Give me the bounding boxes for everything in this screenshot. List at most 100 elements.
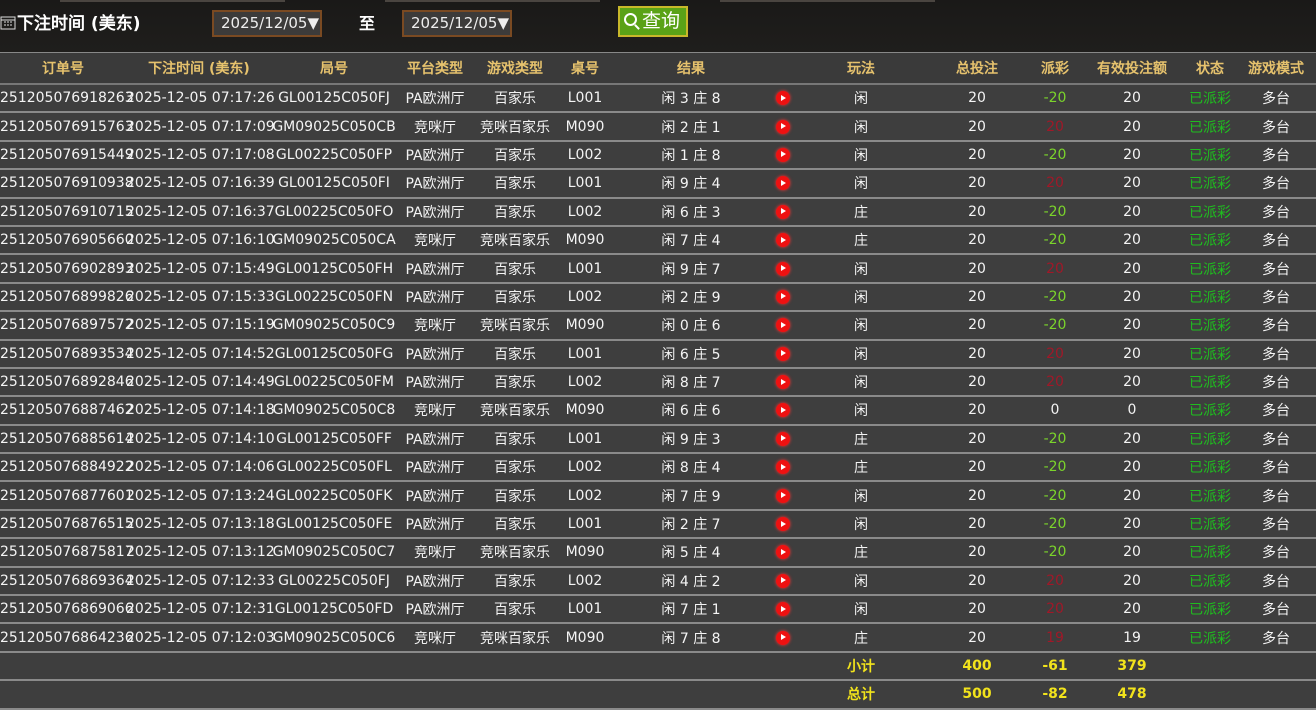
round-id: GL00125C050FI	[272, 169, 396, 199]
play-video-icon[interactable]	[776, 460, 790, 475]
play-video-icon[interactable]	[776, 346, 790, 361]
game-type: 百家乐	[474, 595, 556, 625]
table-id: M090	[556, 112, 614, 142]
round-id: GL00125C050FD	[272, 595, 396, 625]
divider	[385, 0, 600, 2]
valid-bet: 0	[1080, 396, 1184, 426]
order-id: 251205076875817	[0, 538, 134, 568]
empty-cell	[614, 680, 768, 710]
replay-cell	[768, 282, 798, 313]
game-type: 百家乐	[474, 453, 556, 483]
game-type: 百家乐	[474, 339, 556, 369]
valid-bet: 20	[1080, 169, 1184, 199]
play-video-icon[interactable]	[776, 176, 790, 191]
play-video-icon[interactable]	[776, 517, 790, 532]
empty-cell	[1236, 680, 1316, 710]
valid-bet: 20	[1080, 311, 1184, 341]
order-id: 251205076885614	[0, 424, 134, 455]
empty-cell	[1184, 680, 1236, 710]
valid-bet: 20	[1080, 140, 1184, 171]
play-video-icon[interactable]	[776, 261, 790, 276]
play-video-icon[interactable]	[776, 289, 790, 304]
order-id: 251205076876515	[0, 509, 134, 540]
table-id: L002	[556, 140, 614, 171]
play-video-icon[interactable]	[776, 545, 790, 560]
round-id: GL00125C050FJ	[272, 84, 396, 114]
game-mode: 多台	[1236, 197, 1316, 227]
bet-time: 2025-12-05 07:17:26	[126, 84, 275, 114]
bet-time: 2025-12-05 07:14:06	[126, 453, 275, 483]
game-mode: 多台	[1236, 282, 1316, 313]
table-row: 251205076910715 2025-12-05 07:16:37 GL0022…	[0, 197, 1316, 227]
game-type: 竞咪百家乐	[474, 311, 556, 341]
table-id: M090	[556, 225, 614, 256]
result: 闲 7 庄 1	[614, 595, 768, 625]
replay-cell	[768, 311, 798, 341]
play-video-icon[interactable]	[776, 431, 790, 446]
play-video-icon[interactable]	[776, 630, 790, 645]
platform: PA欧洲厅	[396, 84, 474, 114]
query-button[interactable]: 查询	[618, 6, 688, 37]
order-id: 251205076915449	[0, 140, 134, 171]
status: 已派彩	[1184, 254, 1236, 284]
platform: 竞咪厅	[396, 112, 474, 142]
status: 已派彩	[1184, 197, 1236, 227]
valid-bet: 20	[1080, 566, 1184, 597]
bet-option: 闲	[798, 481, 924, 511]
bet-records-table: 订单号 下注时间 (美东) 局号 平台类型 游戏类型 桌号 结果 玩法 总投注 派彩 有效投注额 状态…	[0, 52, 1316, 710]
play-video-icon[interactable]	[776, 233, 790, 248]
total-bet: 20	[924, 112, 1030, 142]
game-mode: 多台	[1236, 396, 1316, 426]
play-video-icon[interactable]	[776, 375, 790, 390]
bet-option: 庄	[798, 538, 924, 568]
start-date-select[interactable]: 2025/12/05▼	[212, 10, 322, 37]
play-video-icon[interactable]	[776, 488, 790, 503]
play-video-icon[interactable]	[776, 91, 790, 106]
subtotal-label: 小计	[798, 651, 924, 682]
round-id: GL00225C050FK	[272, 481, 396, 511]
query-label: 查询	[642, 10, 681, 32]
end-date-select[interactable]: 2025/12/05▼	[402, 10, 512, 37]
play-video-icon[interactable]	[776, 403, 790, 418]
platform: PA欧洲厅	[396, 566, 474, 597]
table-id: M090	[556, 623, 614, 653]
table-id: L001	[556, 595, 614, 625]
result: 闲 6 庄 5	[614, 339, 768, 369]
status: 已派彩	[1184, 225, 1236, 256]
bet-time: 2025-12-05 07:12:33	[126, 566, 275, 597]
play-video-icon[interactable]	[776, 573, 790, 588]
play-video-icon[interactable]	[776, 204, 790, 219]
empty-cell	[272, 680, 396, 710]
game-mode: 多台	[1236, 509, 1316, 540]
total-label: 总计	[798, 680, 924, 710]
game-mode: 多台	[1236, 311, 1316, 341]
valid-bet: 19	[1080, 623, 1184, 653]
payout: 20	[1030, 254, 1080, 284]
payout: 20	[1030, 595, 1080, 625]
total-bet: 20	[924, 453, 1030, 483]
round-id: GL00225C050FJ	[272, 566, 396, 597]
result: 闲 9 庄 7	[614, 254, 768, 284]
round-id: GM09025C050CB	[272, 112, 396, 142]
platform: PA欧洲厅	[396, 282, 474, 313]
play-video-icon[interactable]	[776, 147, 790, 162]
status: 已派彩	[1184, 311, 1236, 341]
bet-option: 庄	[798, 197, 924, 227]
result: 闲 8 庄 4	[614, 453, 768, 483]
column-header: 结果	[614, 52, 768, 85]
game-mode: 多台	[1236, 367, 1316, 398]
play-video-icon[interactable]	[776, 318, 790, 333]
platform: PA欧洲厅	[396, 339, 474, 369]
replay-cell	[768, 396, 798, 426]
order-id: 251205076915763	[0, 112, 134, 142]
table-id: M090	[556, 538, 614, 568]
subtotal-bet: 400	[924, 651, 1030, 682]
empty-cell	[1184, 651, 1236, 682]
replay-cell	[768, 453, 798, 483]
play-video-icon[interactable]	[776, 119, 790, 134]
table-row: 251205076885614 2025-12-05 07:14:10 GL0012…	[0, 424, 1316, 455]
play-video-icon[interactable]	[776, 602, 790, 617]
divider	[60, 0, 285, 2]
empty-cell	[1236, 651, 1316, 682]
replay-cell	[768, 225, 798, 256]
